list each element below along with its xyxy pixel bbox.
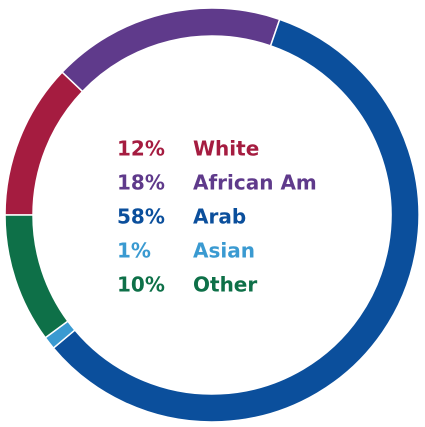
category-label: White: [193, 137, 259, 161]
donut-segment: [61, 7, 281, 93]
donut-segment: [4, 71, 84, 216]
category-label: Other: [193, 273, 257, 297]
percent-label: 12%: [117, 137, 165, 161]
category-label: Asian: [193, 239, 255, 263]
category-label: African Am: [193, 171, 317, 195]
percent-label: 58%: [117, 205, 165, 229]
donut-segment: [4, 214, 69, 339]
percent-label: 1%: [117, 239, 151, 263]
category-label: Arab: [193, 205, 246, 229]
percent-label: 18%: [117, 171, 165, 195]
percent-label: 10%: [117, 273, 165, 297]
donut-segment: [52, 18, 420, 423]
